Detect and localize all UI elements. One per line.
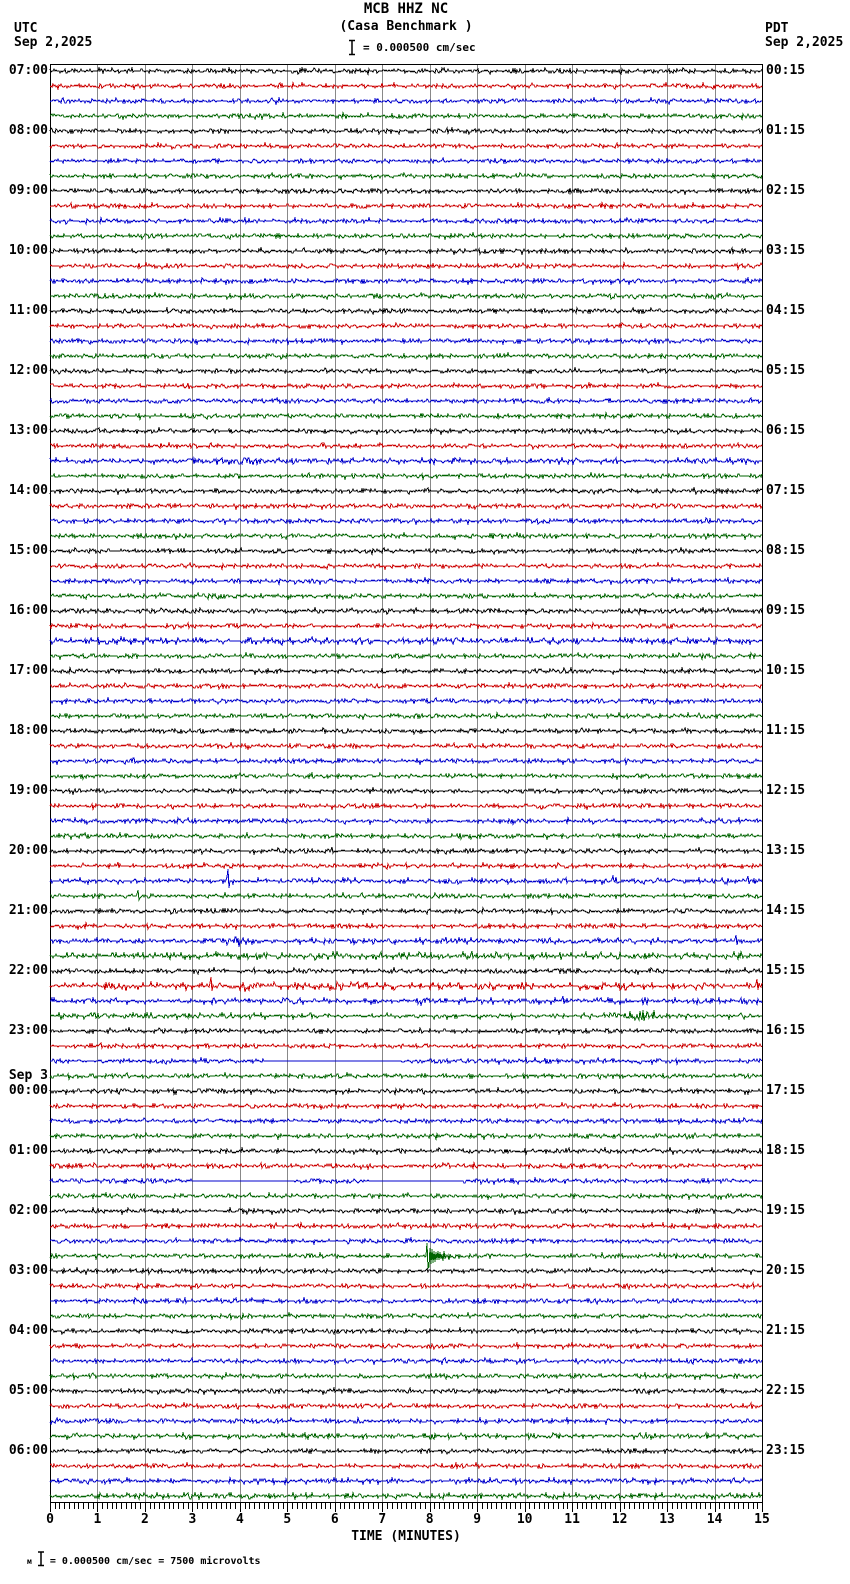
pdt-hour-label: 01:15: [766, 123, 806, 138]
timezone-left-label: UTC: [14, 21, 38, 36]
utc-hour-label: 08:00: [8, 123, 48, 138]
x-tick-label: 14: [706, 1512, 723, 1527]
utc-hour-label: 16:00: [8, 603, 48, 618]
utc-hour-label: 12:00: [8, 363, 48, 378]
pdt-hour-label: 17:15: [766, 1083, 806, 1098]
utc-hour-label: 15:00: [8, 543, 48, 558]
x-axis-title: TIME (MINUTES): [351, 1529, 461, 1544]
pdt-hour-label: 22:15: [766, 1383, 806, 1398]
scale-line: = 0.000500 cm/sec: [348, 39, 476, 56]
x-tick-label: 5: [283, 1512, 292, 1527]
note-prefix: м: [27, 1557, 32, 1566]
pdt-hour-label: 12:15: [766, 783, 806, 798]
date-left-label: Sep 2,2025: [14, 35, 93, 50]
utc-hour-label: 11:00: [8, 303, 48, 318]
pdt-hour-label: 18:15: [766, 1143, 806, 1158]
scale-note-text: = 0.000500 cm/sec = 7500 microvolts: [49, 1556, 261, 1567]
utc-hour-label: 17:00: [8, 663, 48, 678]
x-tick-label: 3: [188, 1512, 197, 1527]
utc-hour-label: 18:00: [8, 723, 48, 738]
x-tick-label: 7: [378, 1512, 387, 1527]
utc-hour-label: 00:00: [8, 1083, 48, 1098]
pdt-hour-label: 06:15: [766, 423, 806, 438]
x-tick-label: 15: [754, 1512, 770, 1527]
pdt-hour-label: 03:15: [766, 243, 806, 258]
utc-hour-label: 07:00: [8, 63, 48, 78]
pdt-hour-label: 19:15: [766, 1203, 806, 1218]
pdt-hour-label: 05:15: [766, 363, 806, 378]
station-subtitle: (Casa Benchmark ): [339, 19, 473, 34]
x-tick-label: 6: [330, 1512, 339, 1527]
timezone-right-label: PDT: [765, 21, 789, 36]
utc-hour-label: 22:00: [8, 963, 48, 978]
pdt-hour-label: 20:15: [766, 1263, 806, 1278]
station-title: MCB HHZ NC: [363, 1, 449, 17]
date-rollover-label: Sep 3: [8, 1068, 48, 1083]
utc-hour-label: 01:00: [8, 1143, 48, 1158]
pdt-hour-label: 11:15: [766, 723, 806, 738]
utc-hour-label: 14:00: [8, 483, 48, 498]
pdt-hour-label: 08:15: [766, 543, 806, 558]
x-tick-label: 0: [46, 1512, 54, 1527]
utc-hour-label: 04:00: [8, 1323, 48, 1338]
x-tick-label: 4: [235, 1512, 244, 1527]
x-tick-label: 2: [141, 1512, 149, 1527]
utc-hour-label: 05:00: [8, 1383, 48, 1398]
x-tick-label: 13: [659, 1512, 675, 1527]
pdt-hour-label: 07:15: [766, 483, 806, 498]
x-tick-label: 1: [93, 1512, 102, 1527]
pdt-hour-label: 09:15: [766, 603, 806, 618]
utc-hour-label: 23:00: [8, 1023, 48, 1038]
x-tick-label: 9: [473, 1512, 482, 1527]
pdt-hour-label: 10:15: [766, 663, 806, 678]
utc-hour-label: 06:00: [8, 1443, 48, 1458]
utc-hour-label: 19:00: [8, 783, 48, 798]
pdt-hour-label: 00:15: [766, 63, 806, 78]
utc-hour-label: 10:00: [8, 243, 48, 258]
pdt-hour-label: 21:15: [766, 1323, 806, 1338]
date-right-label: Sep 2,2025: [765, 35, 844, 50]
utc-hour-label: 09:00: [8, 183, 48, 198]
pdt-hour-label: 23:15: [766, 1443, 806, 1458]
pdt-hour-label: 14:15: [766, 903, 806, 918]
utc-hour-label: 21:00: [8, 903, 48, 918]
utc-hour-label: 03:00: [8, 1263, 48, 1278]
utc-hour-label: 20:00: [8, 843, 48, 858]
pdt-hour-label: 13:15: [766, 843, 806, 858]
x-tick-label: 10: [516, 1512, 533, 1527]
scale-bar-icon: [37, 1551, 45, 1567]
x-tick-label: 8: [425, 1512, 434, 1527]
pdt-hour-label: 04:15: [766, 303, 806, 318]
utc-hour-label: 02:00: [8, 1203, 48, 1218]
x-tick-label: 11: [564, 1512, 580, 1527]
x-tick-label: 12: [611, 1512, 628, 1527]
utc-hour-label: 13:00: [8, 423, 48, 438]
scale-label: = 0.000500 cm/sec: [363, 41, 476, 54]
pdt-hour-label: 16:15: [766, 1023, 806, 1038]
pdt-hour-label: 15:15: [766, 963, 806, 978]
pdt-hour-label: 02:15: [766, 183, 806, 198]
scale-bar-icon: [348, 39, 356, 56]
scale-note: м = 0.000500 cm/sec = 7500 microvolts: [27, 1551, 261, 1567]
